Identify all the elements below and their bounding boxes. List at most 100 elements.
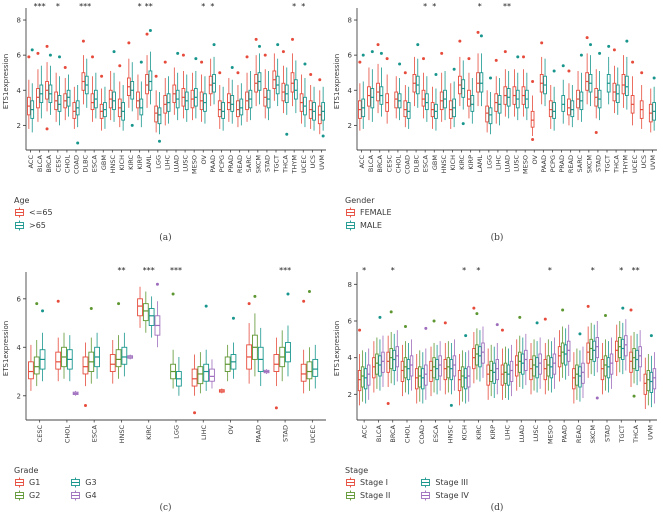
svg-text:*: * bbox=[201, 2, 205, 11]
boxplot-key-icon bbox=[421, 477, 431, 488]
svg-text:OV: OV bbox=[200, 154, 208, 164]
svg-text:BLCA: BLCA bbox=[36, 154, 44, 172]
svg-text:***: *** bbox=[79, 2, 91, 11]
boxplot-key-icon bbox=[71, 490, 81, 501]
legend-item: G2 bbox=[14, 489, 40, 502]
svg-text:KIRP: KIRP bbox=[136, 155, 144, 170]
svg-text:THCA: THCA bbox=[632, 424, 640, 443]
svg-text:SARC: SARC bbox=[245, 155, 253, 173]
panel-a-caption: (a) bbox=[159, 233, 172, 243]
legend-item-label: >65 bbox=[29, 221, 46, 230]
svg-text:ETS1expression: ETS1expression bbox=[333, 54, 341, 109]
svg-text:LUSC: LUSC bbox=[513, 155, 521, 172]
svg-text:READ: READ bbox=[236, 155, 244, 173]
svg-text:KICH: KICH bbox=[449, 155, 457, 171]
svg-text:*: * bbox=[210, 2, 214, 11]
boxplot-key-icon bbox=[421, 490, 431, 501]
svg-text:LUSC: LUSC bbox=[532, 425, 540, 442]
svg-text:LIHC: LIHC bbox=[494, 155, 502, 170]
svg-text:UCEC: UCEC bbox=[631, 155, 639, 173]
svg-text:STAD: STAD bbox=[282, 425, 290, 442]
svg-text:CESC: CESC bbox=[54, 155, 62, 173]
svg-text:HNSC: HNSC bbox=[446, 425, 454, 444]
legend-item: Stage IV bbox=[420, 489, 469, 502]
panel-c: 2 4 6 ** *** *** *** CESC CHOL ESCA HNSC KIRC LGG LIH… bbox=[0, 258, 331, 532]
svg-text:2: 2 bbox=[17, 122, 21, 130]
legend-title: Gender bbox=[345, 196, 375, 205]
boxplot-key-icon bbox=[346, 490, 355, 501]
svg-text:**: ** bbox=[117, 266, 125, 275]
svg-text:8: 8 bbox=[348, 17, 352, 25]
svg-text:4: 4 bbox=[17, 344, 22, 352]
panel-d-legend-items: Stage I Stage II Stage III Stage IV bbox=[345, 476, 469, 502]
svg-text:***: *** bbox=[143, 266, 155, 275]
legend-item: Stage III bbox=[420, 476, 469, 489]
svg-text:HNSC: HNSC bbox=[118, 425, 126, 444]
panel-b-legend-items: FEMALE MALE bbox=[345, 206, 392, 232]
svg-text:**: ** bbox=[145, 2, 153, 11]
svg-text:*: * bbox=[391, 266, 395, 275]
svg-text:COAD: COAD bbox=[404, 155, 412, 174]
svg-text:*: * bbox=[301, 2, 305, 11]
svg-text:MESO: MESO bbox=[546, 425, 554, 444]
svg-text:CHOL: CHOL bbox=[394, 155, 402, 174]
legend-item-label: FEMALE bbox=[360, 208, 392, 217]
svg-text:KIRC: KIRC bbox=[475, 425, 483, 440]
legend-item-label: Stage I bbox=[360, 478, 389, 487]
svg-text:THCA: THCA bbox=[282, 154, 290, 173]
legend-title: Stage bbox=[345, 466, 369, 475]
svg-text:ACC: ACC bbox=[361, 425, 369, 439]
svg-text:DLBC: DLBC bbox=[82, 155, 90, 173]
legend-item: Stage II bbox=[345, 489, 390, 502]
svg-text:*: * bbox=[476, 266, 480, 275]
svg-text:DLBC: DLBC bbox=[413, 155, 421, 173]
svg-text:COAD: COAD bbox=[418, 425, 426, 444]
svg-text:STAD: STAD bbox=[594, 155, 602, 172]
svg-text:LAML: LAML bbox=[145, 155, 153, 173]
svg-text:CHOL: CHOL bbox=[63, 155, 71, 174]
panel-d-caption: (d) bbox=[490, 503, 504, 513]
svg-text:THYM: THYM bbox=[291, 155, 299, 174]
svg-text:UCEC: UCEC bbox=[300, 155, 308, 173]
svg-text:CESC: CESC bbox=[36, 425, 44, 443]
svg-text:ETS1expression: ETS1expression bbox=[333, 321, 341, 376]
svg-text:MESO: MESO bbox=[522, 155, 530, 174]
svg-text:**: ** bbox=[503, 2, 511, 11]
panel-b: 2 4 6 8 * * * ** ACC BLCA BRCA CESC CHOL COAD DLBC ESCA… bbox=[331, 0, 663, 258]
svg-text:ACC: ACC bbox=[358, 155, 366, 169]
svg-text:TGCT: TGCT bbox=[273, 155, 281, 174]
panel-d-legend: Stage Stage I Stage II Stage III Stage IV bbox=[331, 466, 469, 502]
svg-text:OV: OV bbox=[531, 154, 539, 164]
svg-text:6: 6 bbox=[348, 52, 353, 60]
svg-text:4: 4 bbox=[17, 87, 22, 95]
boxplot-key-icon bbox=[15, 490, 24, 501]
svg-text:***: *** bbox=[170, 266, 182, 275]
svg-text:4: 4 bbox=[348, 354, 353, 362]
boxplot-key-icon bbox=[15, 207, 24, 218]
legend-item-label: G2 bbox=[29, 491, 41, 500]
svg-text:*: * bbox=[56, 2, 60, 11]
svg-text:STAD: STAD bbox=[604, 425, 612, 442]
svg-text:6: 6 bbox=[17, 52, 22, 60]
boxplot-key-icon bbox=[15, 477, 24, 488]
svg-text:PCPG: PCPG bbox=[218, 155, 226, 172]
panel-b-legend: Gender FEMALE MALE bbox=[331, 196, 392, 232]
boxplot-key-icon bbox=[71, 477, 81, 488]
svg-text:PAAD: PAAD bbox=[561, 425, 569, 443]
svg-text:6: 6 bbox=[17, 295, 22, 303]
svg-text:ETS1expression: ETS1expression bbox=[2, 321, 10, 376]
panel-c-caption: (c) bbox=[159, 503, 172, 513]
svg-text:CHOL: CHOL bbox=[404, 425, 412, 444]
svg-text:PRAD: PRAD bbox=[558, 155, 566, 173]
svg-text:SKCM: SKCM bbox=[585, 155, 593, 173]
svg-text:*: * bbox=[462, 266, 466, 275]
svg-text:KICH: KICH bbox=[461, 425, 469, 441]
svg-text:UCS: UCS bbox=[640, 155, 648, 168]
svg-text:READ: READ bbox=[575, 425, 583, 443]
panel-b-caption: (b) bbox=[490, 233, 504, 243]
svg-text:2: 2 bbox=[17, 392, 21, 400]
svg-text:MESO: MESO bbox=[191, 155, 199, 174]
legend-item-label: G1 bbox=[29, 478, 41, 487]
